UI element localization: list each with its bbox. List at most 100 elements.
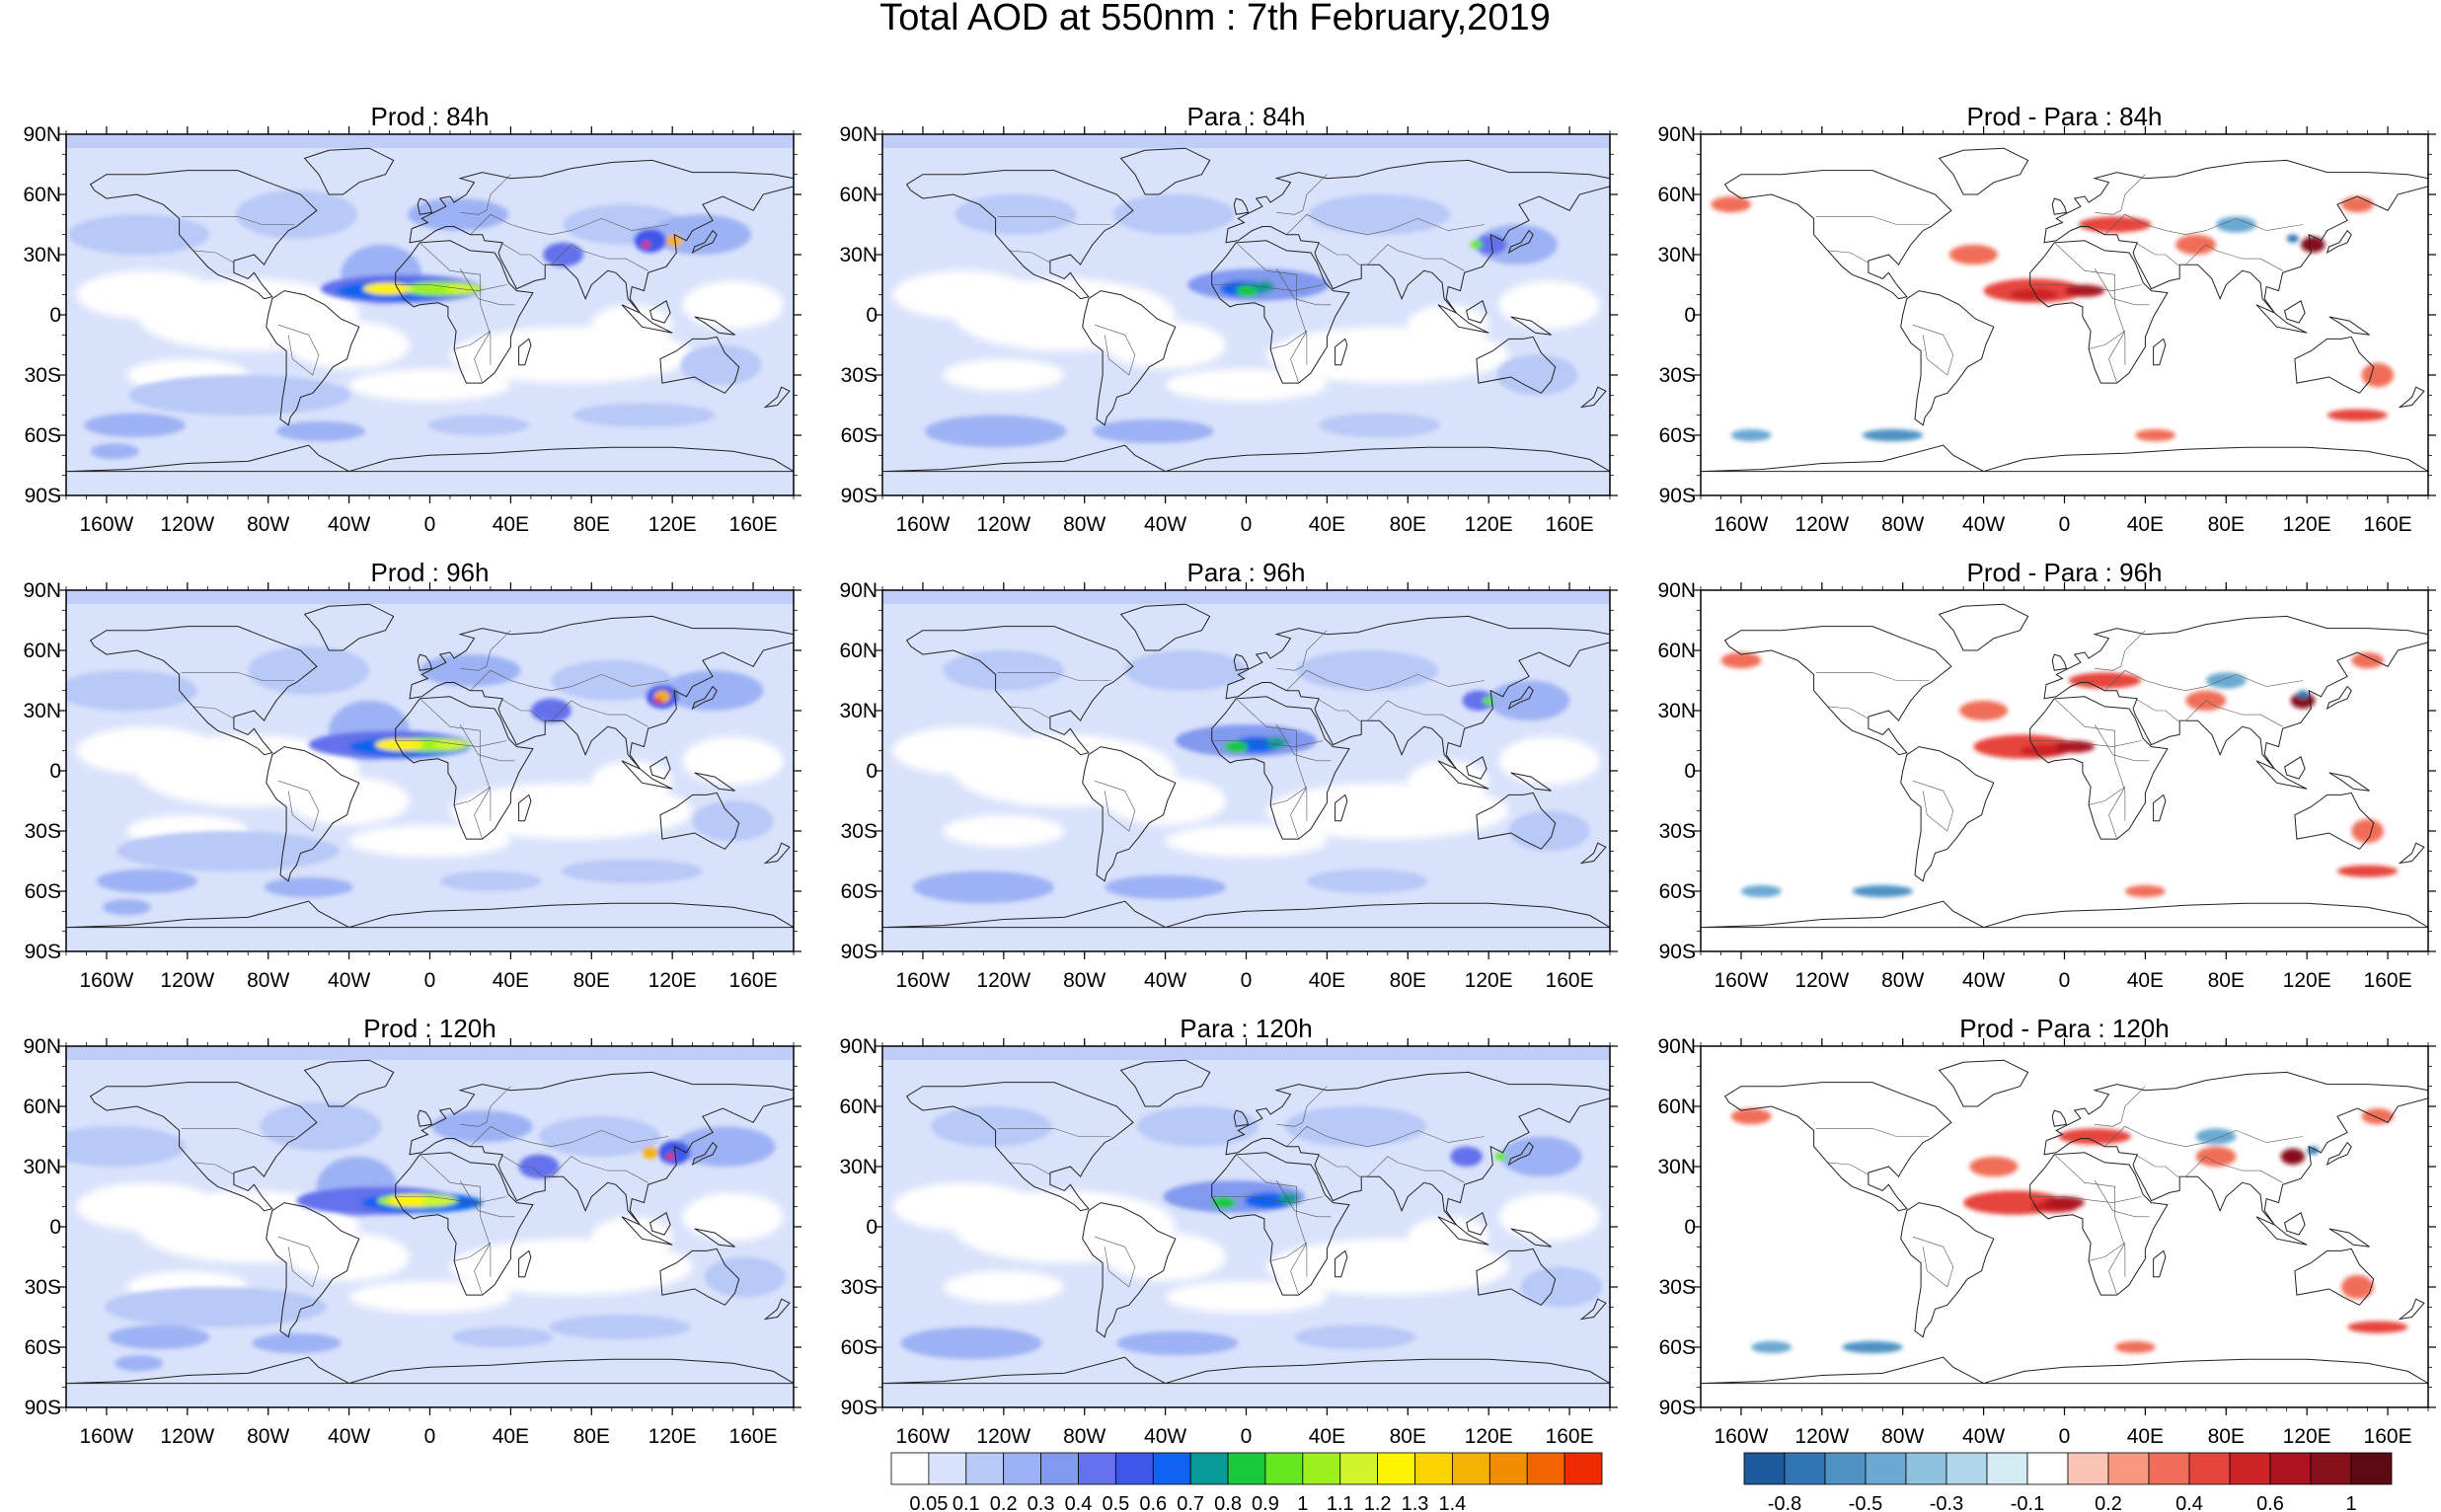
lon-tick-label: 0 [1241,969,1253,992]
colorbar-swatch [2148,1452,2190,1485]
lat-tick-label: 30S [1659,1276,1696,1299]
colorbar-swatch [2188,1452,2231,1485]
coastlines [1701,147,2428,473]
colorbar-label: 1.3 [1402,1493,1429,1512]
figure-title: Total AOD at 550nm : 7th February,2019 [879,0,1550,38]
map-panel-r3-c3: Prod - Para : 120h90N60N30N030S60S90S160… [1657,1014,2436,1448]
lon-tick-label: 80W [1063,513,1106,536]
lat-tick-label: 0 [1684,760,1696,783]
lon-tick-label: 80W [1881,1425,1924,1448]
colorbar-label: -0.3 [1930,1493,1963,1512]
lat-tick-label: 30S [25,1276,61,1299]
colorbar-swatch [1152,1452,1191,1485]
colorbar-swatch [1227,1452,1266,1485]
aod-field [66,590,794,951]
colorbar-swatch [1824,1452,1867,1485]
lat-tick-label: 60S [1659,424,1696,447]
lon-tick-label: 160W [896,513,951,536]
colorbar-swatch [2026,1452,2069,1485]
lat-tick-label: 0 [1684,304,1696,327]
colorbar-label: 0.2 [990,1493,1018,1512]
lat-tick-label: 90N [839,1035,877,1058]
colorbar-label: 0.2 [2095,1493,2122,1512]
colorbar-label: 1.4 [1439,1493,1467,1512]
lat-tick-label: 60N [839,640,877,662]
lon-tick-label: 80E [1390,1425,1426,1448]
aod-field [66,1046,794,1407]
lat-tick-label: 90N [1657,123,1696,146]
map-panel-r1-c3: Prod - Para : 84h90N60N30N030S60S90S160W… [1657,102,2436,536]
colorbar-swatch [928,1452,967,1485]
aod-field [1701,134,2428,495]
colorbar-swatch [1784,1452,1826,1485]
colorbar-swatch [1452,1452,1490,1485]
lon-tick-label: 120E [2283,513,2331,536]
lat-tick-label: 60N [23,1096,61,1118]
lat-tick-label: 90S [25,485,61,507]
lon-tick-label: 160W [896,969,951,992]
colorbar-swatch [1526,1452,1565,1485]
lat-tick-label: 90N [23,1035,61,1058]
colorbar-swatch [1339,1452,1379,1485]
colorbar-swatch [1743,1452,1786,1485]
lon-tick-label: 80E [2208,1425,2245,1448]
lon-tick-label: 160E [729,513,778,536]
lon-tick-label: 120E [2283,1425,2331,1448]
lon-tick-label: 0 [424,969,436,992]
lon-tick-label: 40W [1962,969,2005,992]
colorbar-swatch [1564,1452,1603,1485]
lon-tick-label: 0 [424,513,436,536]
colorbar-swatch [1264,1452,1304,1485]
colorbar-swatch [2067,1452,2109,1485]
lon-tick-label: 80E [2208,969,2245,992]
coastlines [882,147,1610,473]
lon-tick-label: 120E [648,513,697,536]
lon-tick-label: 120E [1465,513,1513,536]
lon-tick-label: 40E [2127,969,2164,992]
lon-tick-label: 40E [493,969,529,992]
colorbar-label: 0.3 [1028,1493,1055,1512]
lon-tick-label: 80E [573,513,610,536]
coastlines [66,1059,794,1385]
colorbar-swatch [1003,1452,1041,1485]
lon-tick-label: 120E [1465,1425,1513,1448]
colorbar-label: 0.9 [1252,1493,1279,1512]
lon-tick-label: 40E [1309,1425,1345,1448]
colorbar-swatch [1189,1452,1229,1485]
lon-tick-label: 0 [1241,513,1253,536]
lon-tick-label: 160E [729,969,778,992]
lon-tick-label: 80W [1881,969,1924,992]
colorbar-swatch [1986,1452,2028,1485]
colorbar-label: 1 [2345,1493,2356,1512]
lat-tick-label: 60S [841,1336,877,1359]
lat-tick-label: 30S [25,364,61,387]
aod-field [882,1046,1610,1407]
lat-tick-label: 60N [23,640,61,662]
colorbar-swatch [1488,1452,1528,1485]
lon-tick-label: 80E [1390,969,1426,992]
lat-tick-label: 0 [866,760,877,783]
lat-tick-label: 0 [49,760,61,783]
aod-field [882,590,1610,951]
lat-tick-label: 90S [841,485,877,507]
lon-tick-label: 0 [2059,513,2071,536]
lat-tick-label: 90N [23,579,61,602]
lon-tick-label: 160W [1715,1425,1769,1448]
lon-tick-label: 160E [729,1425,778,1448]
colorbar-aod: 0.05 0.1 0.2 0.3 0.4 0.5 0.6 0.7 0.8 0.9 1 1.1 1.2 1.… [890,1452,1603,1512]
lon-tick-label: 160W [80,969,134,992]
lat-tick-label: 60S [1659,1336,1696,1359]
colorbar-label: 1.2 [1364,1493,1392,1512]
lat-tick-label: 60S [25,880,61,903]
lat-tick-label: 30S [25,820,61,843]
lon-tick-label: 120W [1794,513,1849,536]
lat-tick-label: 60N [23,184,61,206]
colorbar-label: 1.1 [1327,1493,1354,1512]
lat-tick-label: 90N [1657,1035,1696,1058]
colorbar-swatch [1078,1452,1116,1485]
colorbar-swatch [1114,1452,1154,1485]
lon-tick-label: 40W [328,1425,370,1448]
lat-tick-label: 90N [23,123,61,146]
